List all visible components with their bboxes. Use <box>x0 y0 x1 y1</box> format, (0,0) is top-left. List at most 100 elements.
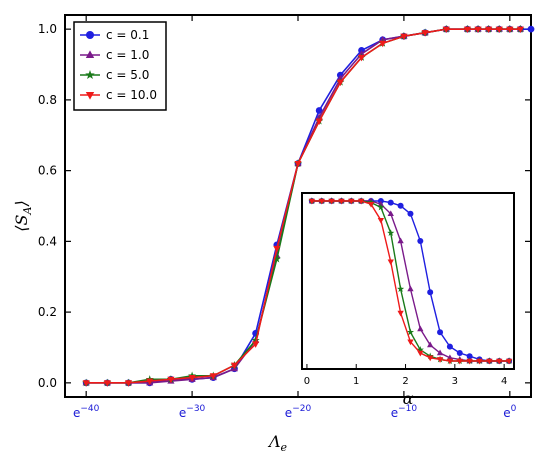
main-series-group <box>82 24 535 387</box>
inset-data-point-series-0 <box>427 289 434 296</box>
inset-data-point-series-0 <box>407 210 414 217</box>
legend: c = 0.1 c = 1.0 c = 5.0 c = 10.0 <box>73 21 167 111</box>
data-point-series-3 <box>103 380 111 387</box>
y-tick-label: 0.0 <box>38 376 57 390</box>
data-point-series-3 <box>209 373 217 380</box>
data-point-series-3 <box>230 362 239 370</box>
legend-label-1: c = 1.0 <box>106 48 149 62</box>
y-axis-label: ⟨SA⟩ <box>12 200 34 231</box>
data-point-series-0 <box>527 25 535 33</box>
x-tick-label-base: e <box>285 406 292 420</box>
inset-data-point-series-3 <box>505 358 513 365</box>
inset-x-tick-label: 3 <box>452 376 458 387</box>
y-tick-label: 0.8 <box>38 93 57 107</box>
inset-data-point-series-1 <box>397 237 404 244</box>
inset-data-point-series-2 <box>377 203 385 211</box>
inset-x-tick-label: 0 <box>304 376 310 387</box>
inset-data-point-series-1 <box>407 285 414 292</box>
x-tick-label-base: e <box>179 406 186 420</box>
inset-data-point-series-3 <box>456 358 463 365</box>
data-point-series-3 <box>273 245 281 253</box>
inset-data-point-series-3 <box>377 217 385 224</box>
legend-marker-0 <box>86 31 94 39</box>
inset-data-point-series-3 <box>308 198 316 205</box>
x-tick-label-exponent: −30 <box>186 404 205 414</box>
legend-marker-3 <box>85 92 95 100</box>
x-tick-label-exponent: −40 <box>80 404 99 414</box>
inset-x-tick-label: 2 <box>402 376 408 387</box>
inset-data-point-series-3 <box>407 339 414 346</box>
x-tick-label: e−20 <box>285 404 312 420</box>
inset-axis-ticks: 0 1 2 3 4 <box>304 364 507 387</box>
inset-data-point-series-3 <box>318 198 325 205</box>
y-tick-label: 1.0 <box>38 22 57 36</box>
inset-data-point-series-0 <box>397 202 404 209</box>
data-point-series-3 <box>357 54 366 62</box>
inset-data-point-series-2 <box>387 229 395 237</box>
y-tick-label: 0.2 <box>38 305 57 319</box>
data-point-series-3 <box>495 26 503 34</box>
inset-series-group <box>308 197 513 365</box>
x-tick-label-base: e <box>503 406 510 420</box>
inset-data-point-series-0 <box>417 238 424 244</box>
inset-data-point-series-1 <box>417 325 424 332</box>
data-point-series-3 <box>485 26 493 34</box>
data-point-series-3 <box>146 378 154 385</box>
legend-label-3: c = 10.0 <box>106 88 157 102</box>
inset-data-point-series-1 <box>436 349 444 356</box>
inset-data-point-series-3 <box>427 355 434 362</box>
inset-data-point-series-2 <box>406 328 415 336</box>
data-point-series-3 <box>379 40 387 48</box>
legend-label-2: c = 5.0 <box>106 68 149 82</box>
x-tick-label-exponent: −10 <box>398 404 417 414</box>
inset-data-point-series-1 <box>427 341 434 348</box>
inset-plot-frame <box>301 192 515 370</box>
x-tick-label-exponent: 0 <box>511 404 517 414</box>
y-axis-label-main: ⟨S <box>12 214 31 231</box>
inset-data-point-series-0 <box>446 343 453 350</box>
x-tick-label-base: e <box>391 406 398 420</box>
x-tick-label-base: e <box>73 406 80 420</box>
inset-data-point-series-0 <box>456 350 463 356</box>
x-tick-label: e−10 <box>391 404 418 420</box>
inset-data-point-series-3 <box>446 358 454 365</box>
inset-data-point-series-3 <box>338 198 345 205</box>
data-point-series-3 <box>506 26 514 34</box>
y-axis-label-close: ⟩ <box>12 200 31 207</box>
inset-data-point-series-3 <box>486 358 493 365</box>
inset-data-point-series-2 <box>397 285 405 293</box>
data-point-series-3 <box>516 26 524 34</box>
inset-data-point-series-3 <box>328 198 335 205</box>
inset-data-point-series-3 <box>466 358 473 365</box>
inset-data-point-series-1 <box>377 200 385 207</box>
inset-data-point-series-3 <box>417 350 424 357</box>
data-point-series-2 <box>251 336 260 344</box>
data-point-series-3 <box>400 33 408 41</box>
data-point-series-3 <box>167 376 175 384</box>
inset-data-point-series-3 <box>367 201 375 208</box>
data-point-series-3 <box>474 26 482 34</box>
inset-data-point-series-3 <box>348 198 355 205</box>
y-tick-label: 0.4 <box>38 234 57 248</box>
inset-data-point-series-3 <box>387 259 394 266</box>
y-axis-label-sub: A <box>21 207 34 216</box>
data-point-series-2 <box>272 254 281 263</box>
legend-marker-1 <box>85 50 95 58</box>
inset-x-tick-label: 4 <box>501 376 507 387</box>
inset-data-point-series-3 <box>476 358 483 365</box>
y-tick-label: 0.6 <box>38 164 57 178</box>
data-point-series-3 <box>294 161 302 168</box>
data-point-series-3 <box>463 26 472 34</box>
data-point-series-3 <box>421 30 429 37</box>
main-axis-ticks: 0.00.20.40.60.81.0e−40 e−30 e−20 e−10 e0 <box>38 15 531 420</box>
data-point-series-3 <box>442 26 450 34</box>
inset-data-point-series-3 <box>358 198 365 205</box>
x-tick-label: e−40 <box>73 404 100 420</box>
inset-data-point-series-2 <box>416 346 424 353</box>
inset-data-point-series-3 <box>397 310 404 317</box>
data-point-series-3 <box>82 380 90 387</box>
x-axis-label-sub: e <box>281 441 288 454</box>
data-point-series-3 <box>336 79 344 87</box>
inset-data-point-series-3 <box>436 357 444 363</box>
